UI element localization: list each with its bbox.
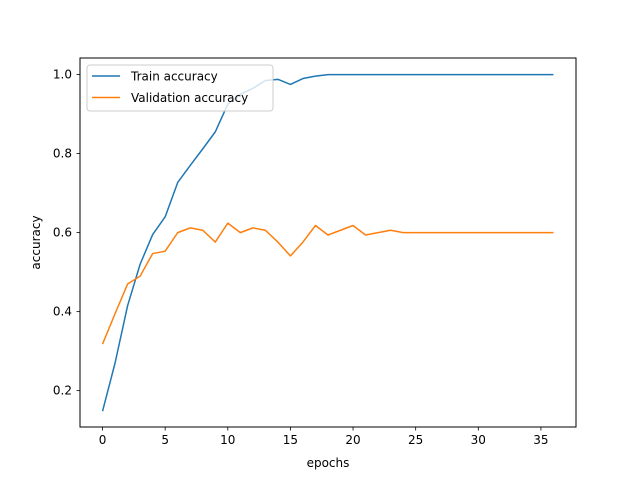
x-tick-label: 15 <box>283 433 298 447</box>
series-line-validation-accuracy <box>101 222 554 345</box>
series-lines <box>101 73 554 412</box>
y-tick-label: 1.0 <box>53 68 72 82</box>
y-tick-label: 0.2 <box>53 384 72 398</box>
x-tick-label: 35 <box>533 433 548 447</box>
legend: Train accuracy Validation accuracy <box>86 64 274 112</box>
legend-label-train-accuracy: Train accuracy <box>130 70 218 84</box>
x-tick-label: 20 <box>345 433 360 447</box>
legend-box <box>86 64 274 112</box>
y-tick-label: 0.8 <box>53 147 72 161</box>
y-tick-label: 0.6 <box>53 226 72 240</box>
y-axis-label: accuracy <box>29 215 43 269</box>
x-tick-label: 30 <box>471 433 486 447</box>
x-tick-label: 0 <box>99 433 107 447</box>
legend-label-validation-accuracy: Validation accuracy <box>131 91 248 105</box>
x-tick-label: 25 <box>408 433 423 447</box>
x-axis-label: epochs <box>307 456 350 470</box>
axes: 0 5 10 15 20 25 30 35 0.2 0.4 0.6 0.8 1.0 <box>53 68 549 447</box>
x-tick-label: 5 <box>161 433 169 447</box>
x-tick-label: 10 <box>220 433 235 447</box>
axes-frame <box>79 57 577 428</box>
series-line-train-accuracy <box>101 73 554 412</box>
y-tick-label: 0.4 <box>53 305 72 319</box>
